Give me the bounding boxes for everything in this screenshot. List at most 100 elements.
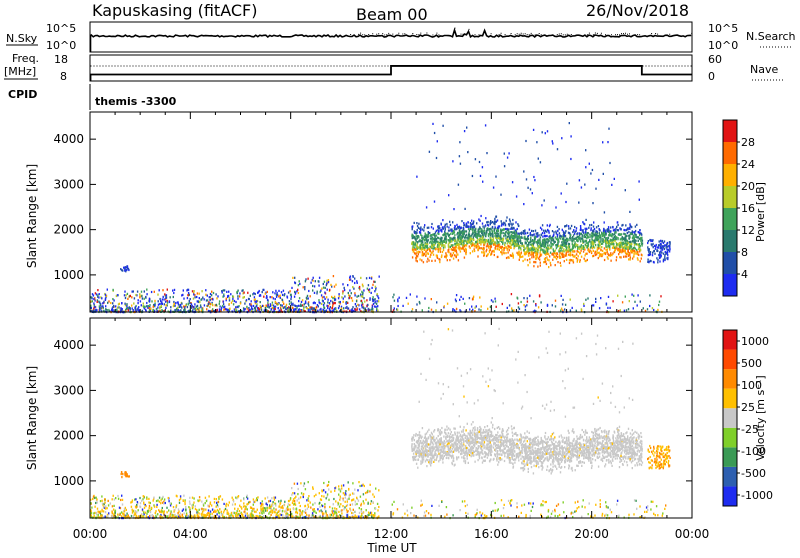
power-point (630, 245, 631, 247)
power-point (209, 296, 210, 298)
velocity-point (217, 504, 218, 506)
power-point (492, 301, 493, 303)
power-point (455, 226, 456, 228)
power-point (581, 233, 582, 235)
power-point (489, 231, 490, 233)
power-point (239, 295, 240, 297)
power-point (568, 248, 569, 250)
velocity-point (337, 515, 338, 517)
power-point (659, 260, 660, 262)
power-point (587, 236, 588, 238)
power-point (588, 244, 589, 246)
power-point (363, 289, 364, 291)
power-point (417, 260, 418, 262)
power-point (527, 297, 528, 299)
power-point (656, 249, 657, 251)
power-point (446, 257, 447, 259)
power-point (535, 258, 536, 260)
power-point (209, 306, 210, 308)
power-point (321, 303, 322, 305)
power-point (334, 296, 335, 298)
power-point (205, 294, 206, 296)
power-point (566, 239, 567, 241)
power-point (582, 230, 583, 232)
power-point (462, 232, 463, 234)
power-point (582, 234, 583, 236)
power-point (216, 297, 217, 299)
power-point (435, 260, 436, 262)
power-point (572, 231, 573, 233)
freq-left-top-tick: 18 (54, 53, 68, 66)
power-point (579, 246, 580, 248)
power-point (501, 253, 502, 255)
power-point (270, 296, 271, 298)
power-point (612, 226, 613, 228)
velocity-point (291, 513, 292, 515)
power-point (597, 252, 598, 254)
power-point (568, 225, 569, 227)
velocity-point (326, 514, 327, 516)
power-point (290, 298, 291, 300)
power-point (453, 258, 454, 260)
power-point (506, 220, 507, 222)
power-point (374, 290, 375, 292)
velocity-point (199, 499, 200, 501)
power-point (448, 226, 449, 228)
power-point (264, 309, 265, 311)
power-point (493, 187, 494, 189)
power-point (598, 225, 599, 227)
velocity-point (365, 492, 366, 494)
power-point (525, 305, 526, 307)
power-point (480, 175, 481, 177)
power-point (446, 241, 447, 243)
power-point (467, 221, 468, 223)
power-point (463, 233, 464, 235)
power-point (480, 235, 481, 237)
power-point (356, 309, 357, 311)
power-point (616, 256, 617, 258)
power-point (378, 297, 379, 299)
power-point (607, 249, 608, 251)
velocity-point (345, 493, 346, 495)
power-point (494, 235, 495, 237)
power-point (619, 242, 620, 244)
power-point (632, 240, 633, 242)
power-point (159, 303, 160, 305)
power-point (514, 245, 515, 247)
power-point (562, 303, 563, 305)
power-point (520, 249, 521, 251)
power-point (402, 305, 403, 307)
power-point (458, 259, 459, 261)
power-point (415, 253, 416, 255)
velocity-point (330, 491, 331, 493)
power-point (595, 188, 596, 190)
power-point (257, 292, 258, 294)
power-point (421, 247, 422, 249)
power-point (240, 302, 241, 304)
power-point (93, 310, 94, 312)
power-point (501, 232, 502, 234)
power-point (432, 123, 433, 125)
velocity-point (334, 490, 335, 492)
power-point (412, 228, 413, 230)
power-point (339, 305, 340, 307)
power-point (540, 237, 541, 239)
power-point (532, 192, 533, 194)
power-point (369, 297, 370, 299)
power-point (289, 300, 290, 302)
power-point (259, 290, 260, 292)
power-point (322, 300, 323, 302)
velocity-point (197, 514, 198, 516)
power-point (539, 252, 540, 254)
power-point (481, 247, 482, 249)
power-point (417, 246, 418, 248)
power-point (548, 239, 549, 241)
power-point (470, 252, 471, 254)
power-point (520, 240, 521, 242)
power-point (505, 224, 506, 226)
power-point (474, 250, 475, 252)
power-point (545, 230, 546, 232)
power-point (584, 223, 585, 225)
power-point (433, 244, 434, 246)
power-point (361, 304, 362, 306)
